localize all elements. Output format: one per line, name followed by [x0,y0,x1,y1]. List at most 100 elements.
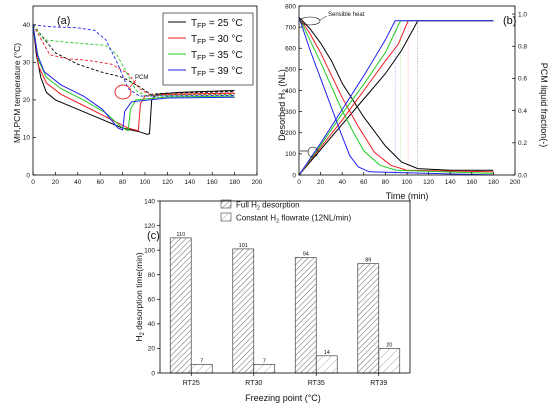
bar-label-c-RT25-0: 110 [176,232,185,238]
y-tick-label-c-20: 20 [148,346,156,353]
x-tick-label-b-80: 80 [382,179,390,186]
y-tick-label-c-0: 0 [151,370,155,377]
x-tick-label-a-140: 140 [184,179,195,186]
chart-c: H2 desorption time(min) Freezing point (… [134,198,411,403]
y2label-b: PCM liquid fraction(-) [539,63,549,148]
y2-tick-label-b-1.0: 1.0 [518,11,527,18]
y-tick-label-b-200: 200 [285,130,296,137]
sensible-heat-label: Sensible heat [328,12,365,18]
y-tick-label-b-300: 300 [285,109,296,116]
y-tick-label-a-10: 10 [23,135,31,142]
y2-tick-label-b-0.6: 0.6 [518,76,527,83]
y-tick-label-c-120: 120 [144,223,155,230]
series-b-2-fraction-line [298,17,494,174]
legend-c-swatch-1 [220,212,232,222]
plot-frame-a [32,5,258,176]
legend-a-entry-2: TFP = 35 °C [191,50,243,62]
ylabel-a: MH,PCM temperature (°C) [12,43,22,143]
x-tick-label-b-160: 160 [466,179,477,186]
chart-b: Desorbed H2 (NL) PCM liquid fraction(-) … [277,3,549,201]
x-tick-label-b-20: 20 [317,179,325,186]
legend-a-frame [162,12,254,86]
x-tick-label-c-RT39: RT39 [370,380,387,387]
x-tick-label-c-RT30: RT30 [245,380,262,387]
series-a-2-pcm-line [32,24,235,96]
series-b-0-desorbed-line [298,20,494,176]
x-tick-label-a-180: 180 [229,179,240,186]
xlabel-b: Time (min) [386,191,429,201]
y-tick-label-c-40: 40 [148,321,156,328]
x-tick-label-a-160: 160 [207,179,218,186]
x-tick-label-b-40: 40 [339,179,347,186]
legend-a: TFP = 25 °C TFP = 30 °C TFP = 35 °C TFP … [162,12,254,86]
series-b-0-fraction-line [298,16,494,171]
series-a-3-pcm-line [32,24,235,97]
bar-label-c-RT30-0: 101 [239,243,248,249]
y-tick-label-c-100: 100 [144,247,155,254]
pcm-annotation-circle [114,84,132,100]
low-fraction-circle [307,146,319,158]
y-tick-label-b-400: 400 [285,88,296,95]
plot-frame-b [298,5,516,176]
bar-c-RT35-0 [294,257,317,374]
y-tick-label-c-140: 140 [144,198,155,205]
bar-c-RT25-1 [190,364,213,374]
bar-c-RT39-0 [357,263,380,374]
y-tick-label-a-20: 20 [23,97,31,104]
series-b-3-desorbed-line [298,20,494,176]
bar-label-c-RT35-0: 94 [303,252,309,258]
panel-label-c: (c) [147,230,160,242]
y-tick-label-c-60: 60 [148,297,156,304]
plot-frame-c [159,200,411,374]
y-tick-label-b-0: 0 [292,172,296,179]
bar-label-c-RT25-1: 7 [200,358,203,364]
x-tick-label-c-RT25: RT25 [183,380,200,387]
bar-label-c-RT30-1: 7 [263,358,266,364]
series-b-1-desorbed-line [298,20,494,176]
y2-tick-label-b-0.2: 0.2 [518,140,527,147]
y-tick-label-c-80: 80 [148,272,156,279]
sensible-heat-ellipse [299,16,321,26]
bar-c-RT30-0 [232,248,255,374]
x-tick-label-a-20: 20 [52,179,60,186]
x-tick-label-b-140: 140 [445,179,456,186]
legend-c-entry-0: Full H2 desorption [236,201,300,212]
legend-c-swatch-0 [220,199,232,209]
y-tick-label-b-700: 700 [285,24,296,31]
series-a-3-mh-line [32,24,235,131]
y2-tick-label-b-0.4: 0.4 [518,108,527,115]
series-b-3-fraction-line [298,17,494,176]
x-tick-label-a-120: 120 [162,179,173,186]
y-tick-label-a-40: 40 [23,22,31,29]
bar-c-RT30-1 [253,364,276,374]
pcm-annotation-leader [129,79,137,88]
chart-a: MH,PCM temperature (°C) (a) 0 20 40 60 80 100… [12,5,263,186]
series-a-1-pcm-line [32,24,235,96]
series-b-1-fraction-line [298,17,494,173]
x-tick-label-b-0: 0 [297,179,301,186]
bar-label-c-RT39-0: 89 [365,258,371,264]
legend-a-entry-3: TFP = 39 °C [191,66,243,78]
x-tick-label-b-60: 60 [360,179,368,186]
panel-label-a: (a) [57,15,70,27]
bar-c-RT35-1 [315,355,338,374]
x-tick-label-a-60: 60 [97,179,105,186]
y-tick-label-b-800: 800 [285,3,296,10]
x-tick-label-a-0: 0 [31,179,35,186]
y-tick-label-b-100: 100 [285,151,296,158]
y-tick-label-a-30: 30 [23,60,31,67]
bar-label-c-RT35-1: 14 [324,350,330,356]
y-tick-label-b-600: 600 [285,46,296,53]
ylabel-b: Desorbed H2 (NL) [277,69,289,141]
x-tick-label-b-120: 120 [423,179,434,186]
x-tick-label-a-200: 200 [252,179,263,186]
legend-c: Full H2 desorption Constant H2 flowrate … [220,199,351,225]
ylabel-c: H2 desorption time(min) [134,252,146,341]
legend-a-entry-0: TFP = 25 °C [191,18,243,30]
bar-c-RT39-1 [378,348,401,374]
series-a-2-mh-line [32,24,235,132]
x-tick-label-b-100: 100 [402,179,413,186]
y2-tick-label-b-0.0: 0.0 [518,172,527,179]
x-tick-label-a-100: 100 [140,179,151,186]
